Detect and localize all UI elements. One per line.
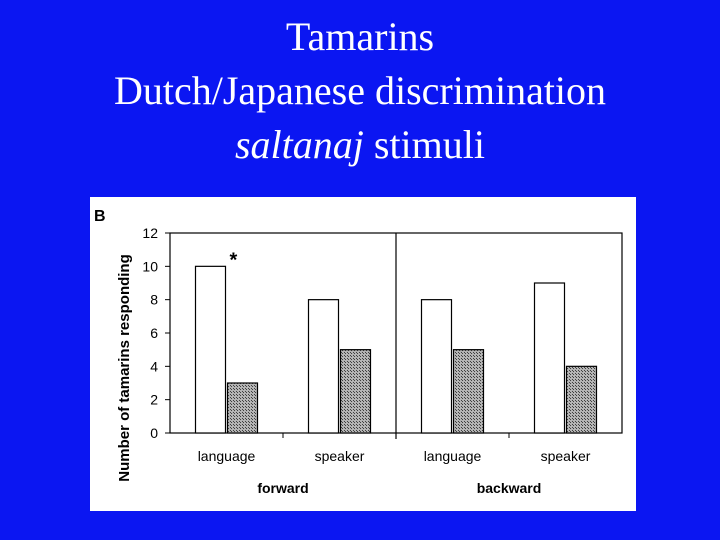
- bar-white: [420, 299, 453, 434]
- y-axis-label: Number of tamarins responding: [116, 254, 133, 482]
- bar-white: [533, 282, 566, 434]
- bar-chart: B Number of tamarins responding 0 2 4 6 8 10 1…: [94, 208, 623, 496]
- x-category-label: speaker: [541, 448, 591, 464]
- title-line-3-rest: stimuli: [363, 122, 486, 167]
- bar-white: [194, 265, 227, 434]
- title-italic-word: saltanaj: [234, 122, 364, 167]
- bar-hatched: [452, 349, 485, 434]
- title-line-1: Tamarins: [285, 14, 435, 59]
- plot-area: 0 2 4 6 8 10 12 language speaker language speaker f…: [142, 225, 623, 496]
- y-tick-label: 4: [150, 358, 158, 374]
- group-label: backward: [477, 480, 542, 496]
- y-tick-label: 0: [150, 425, 158, 441]
- x-category-label: speaker: [315, 448, 365, 464]
- panel-label: B: [94, 208, 106, 225]
- group-label: forward: [257, 480, 308, 496]
- slide-title: Tamarins Dutch/Japanese discrimination s…: [0, 10, 720, 172]
- bar-white: [307, 299, 340, 434]
- bar-hatched: [226, 382, 259, 434]
- bar-hatched: [565, 365, 598, 434]
- y-tick-label: 10: [142, 258, 158, 274]
- significance-asterisk: *: [230, 249, 238, 271]
- y-tick-label: 6: [150, 325, 158, 341]
- bar-hatched: [339, 349, 372, 434]
- title-line-2: Dutch/Japanese discrimination: [113, 68, 607, 113]
- y-tick-label: 2: [150, 392, 158, 408]
- x-category-label: language: [198, 448, 256, 464]
- y-tick-label: 12: [142, 225, 158, 241]
- title-line-3: saltanaj stimuli: [0, 118, 720, 172]
- x-category-label: language: [424, 448, 482, 464]
- y-tick-label: 8: [150, 292, 158, 308]
- chart-panel: B Number of tamarins responding 0 2 4 6 8 10 1…: [90, 197, 636, 511]
